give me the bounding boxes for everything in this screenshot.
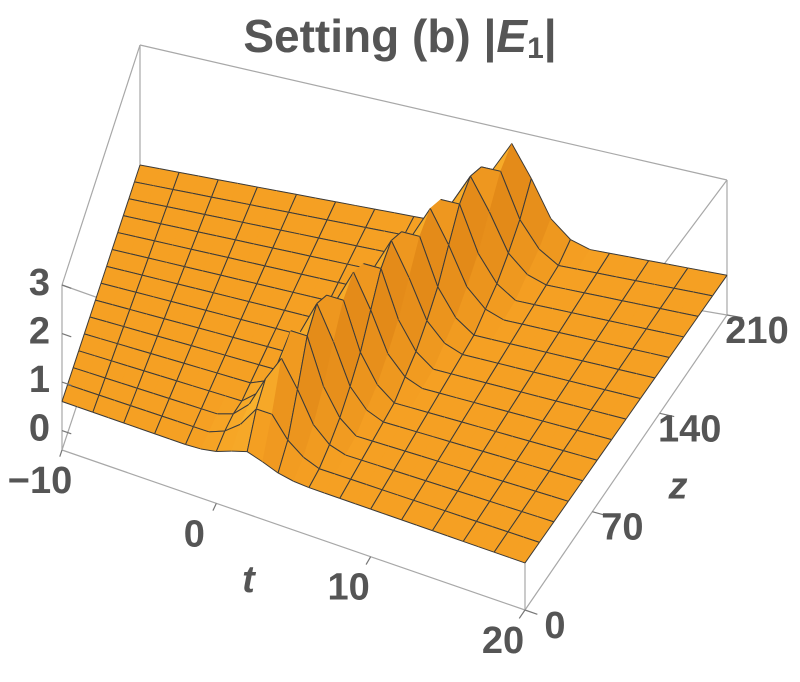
x-axis-label: t bbox=[242, 559, 256, 601]
chart-title: Setting (b) |E1| bbox=[243, 10, 556, 65]
x-tick bbox=[366, 557, 371, 565]
title-subscript: 1 bbox=[527, 32, 544, 65]
v-tick-label: 0 bbox=[29, 408, 50, 450]
y-tick-label: 140 bbox=[658, 408, 721, 450]
v-tick bbox=[62, 431, 71, 434]
v-tick-label: 3 bbox=[29, 262, 50, 304]
y-tick-label: 0 bbox=[544, 605, 565, 647]
x-tick bbox=[519, 610, 525, 618]
y-tick-label: 70 bbox=[601, 507, 643, 549]
title-symbol: E bbox=[496, 10, 528, 62]
y-tick bbox=[525, 610, 537, 614]
title-text: Setting (b) | bbox=[243, 10, 496, 62]
x-tick bbox=[60, 450, 62, 457]
title-close: | bbox=[544, 10, 557, 62]
v-tick bbox=[62, 285, 71, 288]
x-tick-label: 10 bbox=[328, 567, 370, 609]
x-tick-label: 0 bbox=[184, 513, 205, 555]
v-tick bbox=[62, 334, 71, 337]
v-tick-label: 1 bbox=[29, 359, 50, 401]
v-tick-label: 2 bbox=[29, 311, 50, 353]
x-tick-label: −10 bbox=[8, 460, 72, 502]
mesh-line bbox=[232, 451, 247, 452]
x-tick bbox=[213, 503, 216, 510]
box-edge bbox=[140, 45, 727, 180]
x-tick-label: 20 bbox=[482, 620, 524, 662]
y-tick-label: 210 bbox=[725, 310, 788, 352]
y-axis-label: z bbox=[668, 466, 688, 508]
